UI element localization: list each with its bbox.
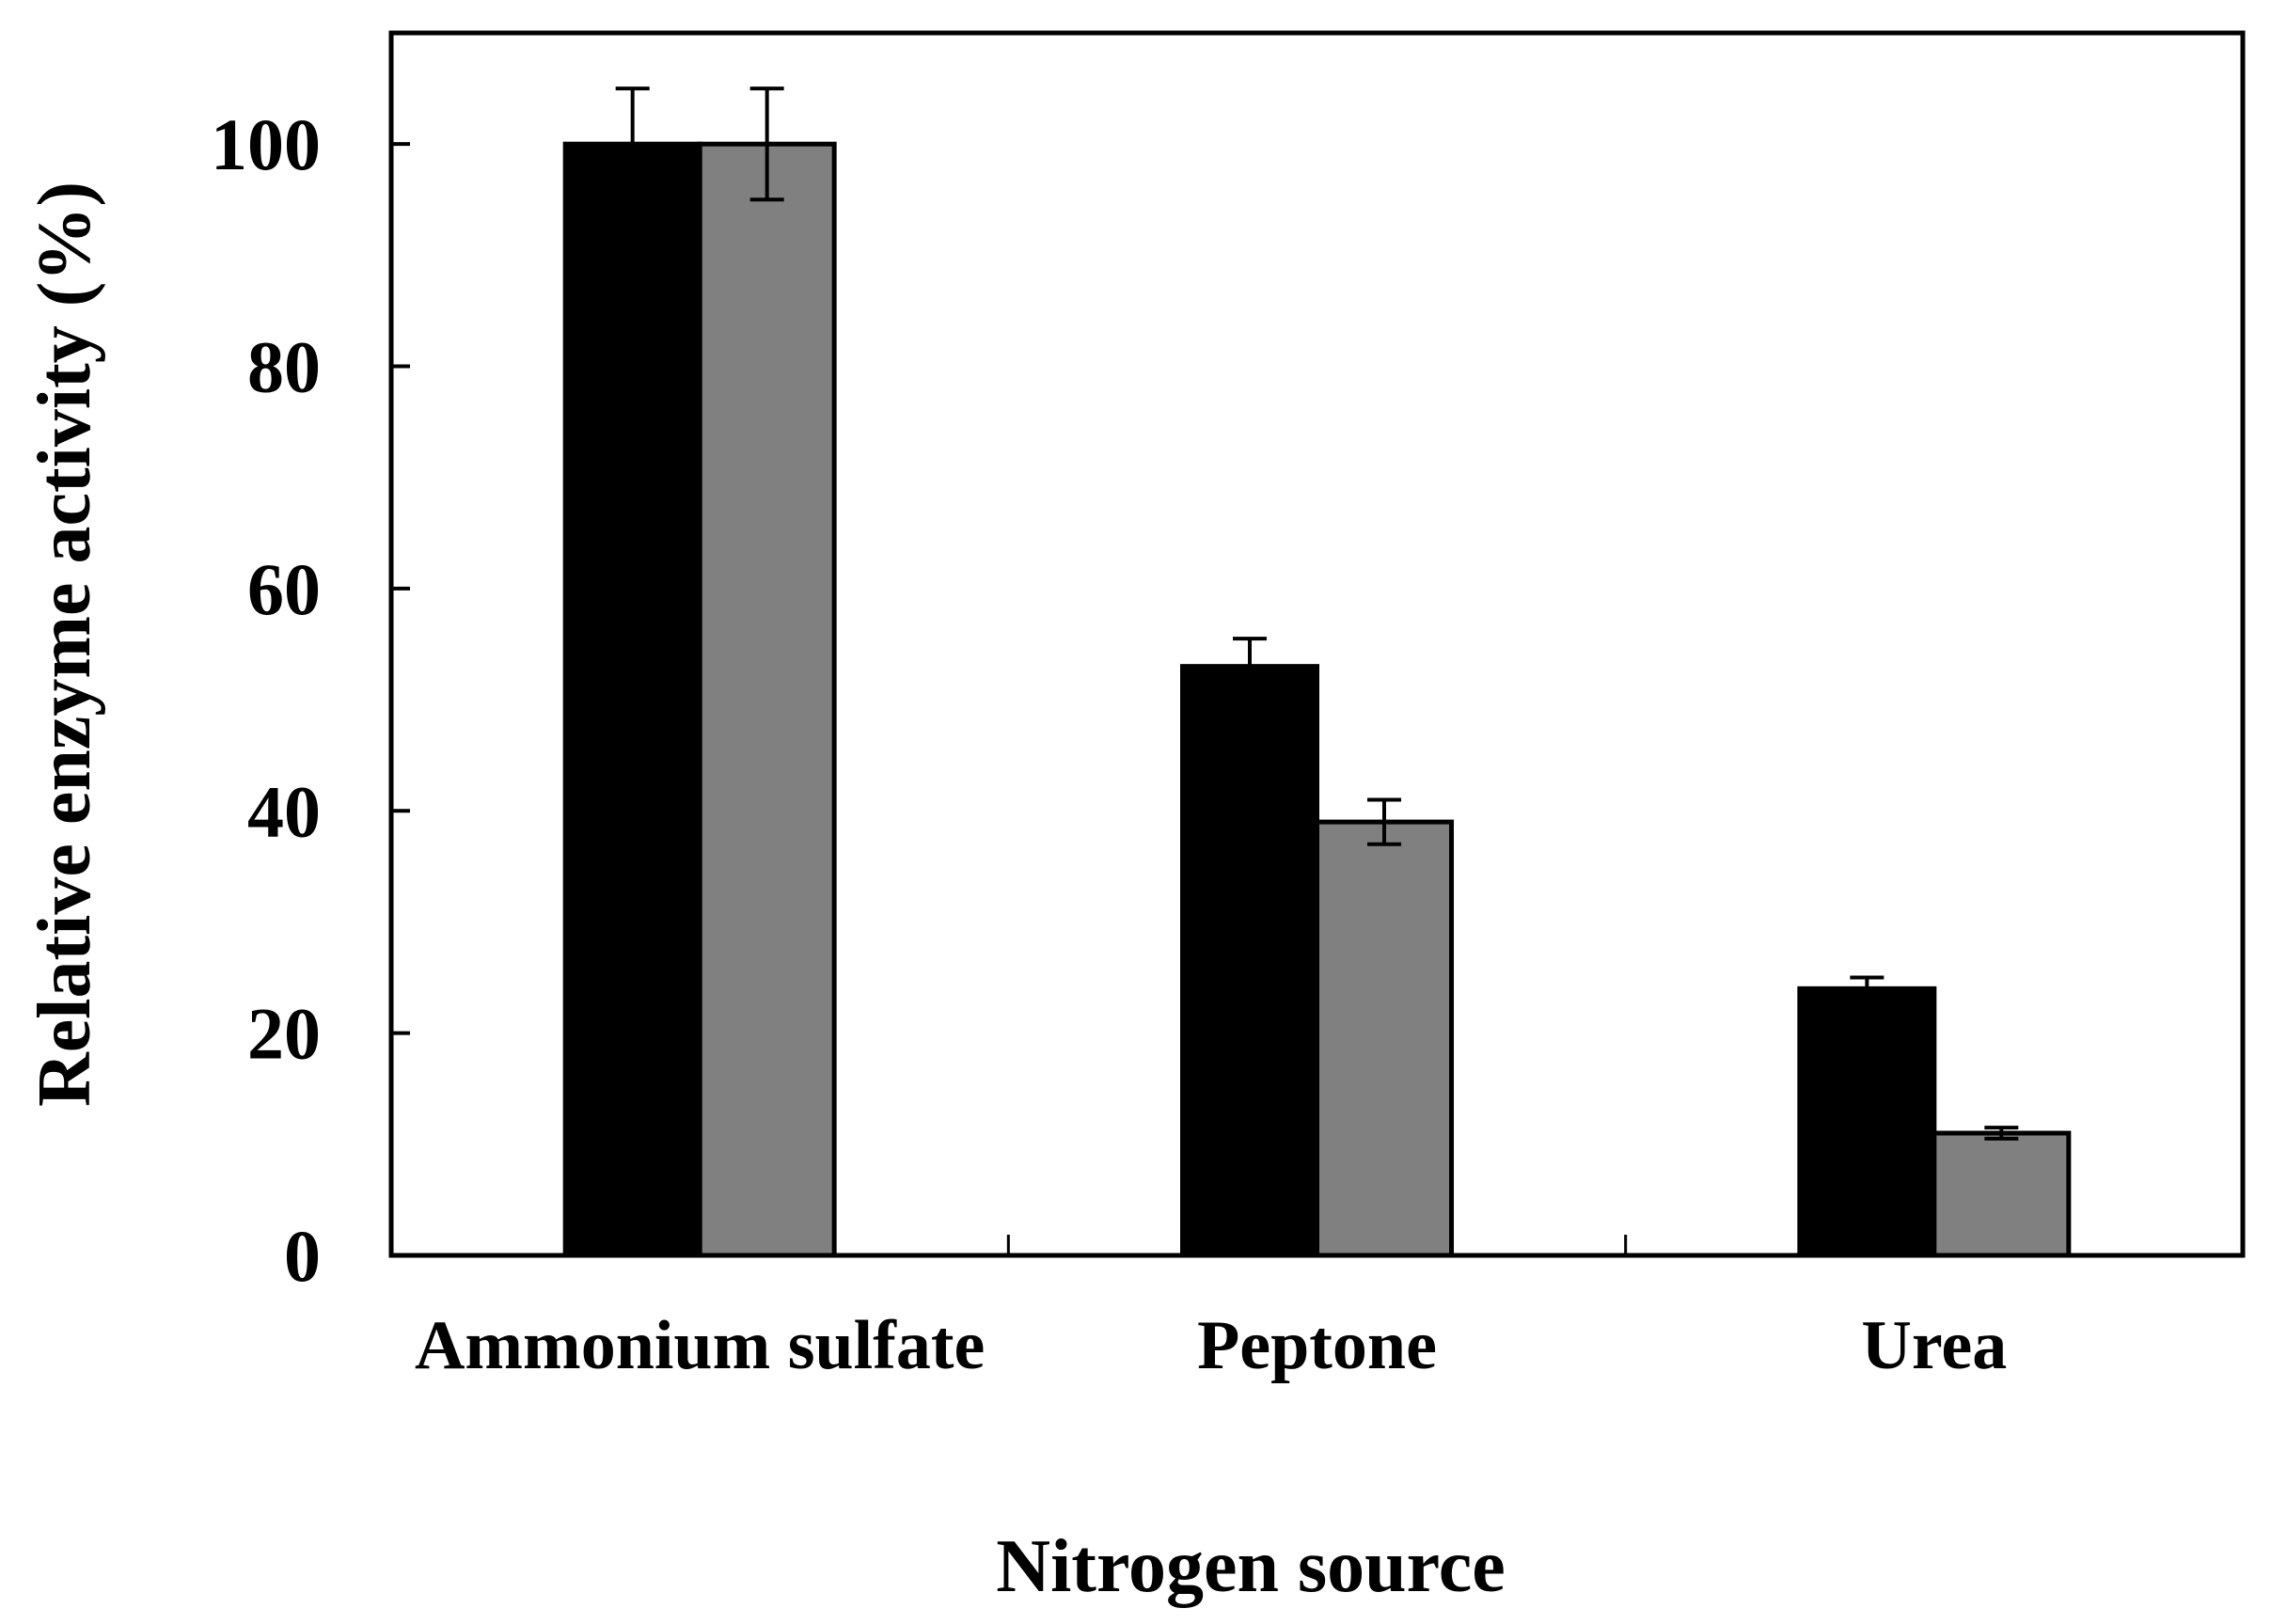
bar xyxy=(1797,985,1937,1258)
bar xyxy=(1932,1130,2072,1258)
bar xyxy=(1315,819,1454,1258)
bars-layer xyxy=(562,141,2072,1258)
error-bar xyxy=(1233,637,1267,697)
error-bars-layer xyxy=(615,87,2019,1141)
error-bar xyxy=(615,87,650,202)
y-tick-label: 80 xyxy=(247,326,321,408)
error-bar xyxy=(1367,797,1401,846)
y-tick-label: 0 xyxy=(284,1215,321,1297)
bar xyxy=(562,141,702,1258)
error-bar xyxy=(749,87,784,202)
error-bar xyxy=(1850,975,1885,1002)
plot-frame xyxy=(388,30,2246,1258)
bar xyxy=(1180,664,1319,1258)
x-tick-label: Urea xyxy=(1861,1307,2007,1384)
x-axis-title: Nitrogen source xyxy=(996,1525,1505,1608)
y-axis: 0 20 40 60 80 100 xyxy=(211,103,410,1297)
x-tick-label: Peptone xyxy=(1197,1307,1437,1384)
x-tick-label: Ammonium sulfate xyxy=(415,1307,985,1384)
y-tick-label: 40 xyxy=(247,770,321,852)
x-axis: Ammonium sulfate Peptone Urea xyxy=(415,1235,2007,1384)
bar xyxy=(697,141,837,1258)
y-axis-title: Relative enzyme activity (%) xyxy=(24,181,106,1107)
y-tick-label: 100 xyxy=(211,103,321,185)
y-tick-label: 60 xyxy=(247,548,321,630)
y-tick-label: 20 xyxy=(247,993,321,1075)
error-bar xyxy=(1984,1126,2019,1141)
